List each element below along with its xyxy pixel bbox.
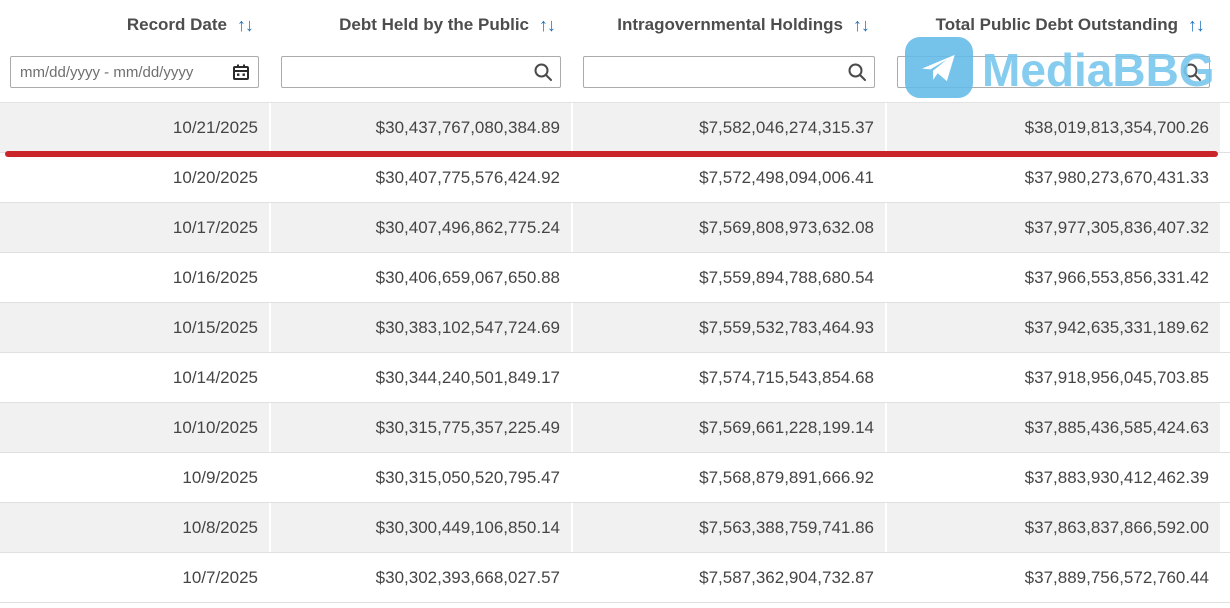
debt-held-cell: $30,407,496,862,775.24	[271, 203, 571, 252]
record-date-cell: 10/16/2025	[172, 267, 258, 287]
sort-arrows-icon[interactable]: ↑↓	[539, 15, 556, 35]
header-cell-record-date: Record Date ↑↓	[0, 0, 269, 50]
filter-cell-total-public-debt	[887, 50, 1220, 102]
column-title: Debt Held by the Public	[339, 15, 529, 34]
total-debt-cell: $37,977,305,836,407.32	[887, 203, 1220, 252]
intragov-cell: $7,582,046,274,315.37	[573, 103, 885, 152]
debt-held-cell: $30,383,102,547,724.69	[271, 303, 571, 352]
sort-arrows-icon[interactable]: ↑↓	[1188, 15, 1205, 35]
filter-cell-record-date	[0, 50, 269, 102]
date-range-input[interactable]	[10, 56, 259, 88]
table-body: 10/21/2025 $30,437,767,080,384.89 $7,582…	[0, 102, 1230, 603]
search-input[interactable]	[281, 56, 561, 88]
table-header-row: Record Date ↑↓ Debt Held by the Public ↑…	[0, 0, 1230, 50]
intragov-cell: $7,563,388,759,741.86	[573, 503, 885, 552]
record-date-cell: 10/7/2025	[182, 567, 258, 587]
calendar-icon[interactable]	[231, 62, 251, 82]
sort-arrows-icon[interactable]: ↑↓	[853, 15, 870, 35]
total-debt-cell: $37,883,930,412,462.39	[1024, 467, 1209, 487]
table-row: 10/10/2025 $30,315,775,357,225.49 $7,569…	[0, 403, 1230, 453]
record-date-cell: 10/14/2025	[172, 367, 258, 387]
table-row: 10/16/2025 $30,406,659,067,650.88 $7,559…	[0, 253, 1230, 303]
record-date-cell: 10/10/2025	[0, 403, 269, 452]
intragov-cell: $7,559,532,783,464.93	[573, 303, 885, 352]
table-row: 10/7/2025 $30,302,393,668,027.57 $7,587,…	[0, 553, 1230, 603]
intragov-cell: $7,569,808,973,632.08	[573, 203, 885, 252]
search-icon	[1182, 62, 1202, 82]
sort-arrows-icon[interactable]: ↑↓	[237, 15, 254, 35]
intragov-cell: $7,587,362,904,732.87	[699, 567, 874, 587]
header-cell-debt-held-by-public: Debt Held by the Public ↑↓	[271, 0, 571, 50]
intragov-cell: $7,568,879,891,666.92	[699, 467, 874, 487]
table-filter-row	[0, 50, 1230, 102]
intragov-cell: $7,569,661,228,199.14	[573, 403, 885, 452]
debt-held-cell: $30,315,775,357,225.49	[271, 403, 571, 452]
filter-cell-intragovernmental-holdings	[573, 50, 885, 102]
table-row: 10/20/2025 $30,407,775,576,424.92 $7,572…	[0, 153, 1230, 203]
table-row: 10/14/2025 $30,344,240,501,849.17 $7,574…	[0, 353, 1230, 403]
header-cell-intragovernmental-holdings: Intragovernmental Holdings ↑↓	[573, 0, 885, 50]
total-debt-cell: $37,889,756,572,760.44	[1024, 567, 1209, 587]
debt-held-cell: $30,406,659,067,650.88	[375, 267, 560, 287]
search-input[interactable]	[897, 56, 1210, 88]
intragov-cell: $7,574,715,543,854.68	[699, 367, 874, 387]
column-title: Intragovernmental Holdings	[617, 15, 843, 34]
filter-cell-debt-held-by-public	[271, 50, 571, 102]
column-title: Record Date	[126, 15, 227, 34]
debt-held-cell: $30,302,393,668,027.57	[375, 567, 560, 587]
record-date-cell: 10/21/2025	[0, 103, 269, 152]
highlight-underline	[5, 151, 1218, 157]
table-row: 10/15/2025 $30,383,102,547,724.69 $7,559…	[0, 303, 1230, 353]
column-title: Total Public Debt Outstanding	[935, 15, 1178, 34]
table-row: 10/9/2025 $30,315,050,520,795.47 $7,568,…	[0, 453, 1230, 503]
total-debt-cell: $37,885,436,585,424.63	[887, 403, 1220, 452]
debt-held-cell: $30,300,449,106,850.14	[271, 503, 571, 552]
debt-held-cell: $30,315,050,520,795.47	[375, 467, 560, 487]
total-debt-cell: $37,942,635,331,189.62	[887, 303, 1220, 352]
record-date-cell: 10/17/2025	[0, 203, 269, 252]
debt-held-cell: $30,344,240,501,849.17	[375, 367, 560, 387]
header-cell-total-public-debt: Total Public Debt Outstanding ↑↓	[887, 0, 1220, 50]
table-row: 10/8/2025 $30,300,449,106,850.14 $7,563,…	[0, 503, 1230, 553]
table-row: 10/17/2025 $30,407,496,862,775.24 $7,569…	[0, 203, 1230, 253]
search-icon	[847, 62, 867, 82]
total-debt-cell: $37,863,837,866,592.00	[887, 503, 1220, 552]
intragov-cell: $7,559,894,788,680.54	[699, 267, 874, 287]
search-input[interactable]	[583, 56, 875, 88]
debt-held-cell: $30,437,767,080,384.89	[271, 103, 571, 152]
intragov-cell: $7,572,498,094,006.41	[699, 167, 874, 187]
total-debt-cell: $38,019,813,354,700.26	[887, 103, 1220, 152]
table-row: 10/21/2025 $30,437,767,080,384.89 $7,582…	[0, 103, 1230, 153]
record-date-cell: 10/8/2025	[0, 503, 269, 552]
debt-held-cell: $30,407,775,576,424.92	[375, 167, 560, 187]
record-date-cell: 10/20/2025	[172, 167, 258, 187]
total-debt-cell: $37,980,273,670,431.33	[1024, 167, 1209, 187]
record-date-cell: 10/15/2025	[0, 303, 269, 352]
search-icon	[533, 62, 553, 82]
total-debt-cell: $37,918,956,045,703.85	[1024, 367, 1209, 387]
total-debt-cell: $37,966,553,856,331.42	[1024, 267, 1209, 287]
record-date-cell: 10/9/2025	[182, 467, 258, 487]
